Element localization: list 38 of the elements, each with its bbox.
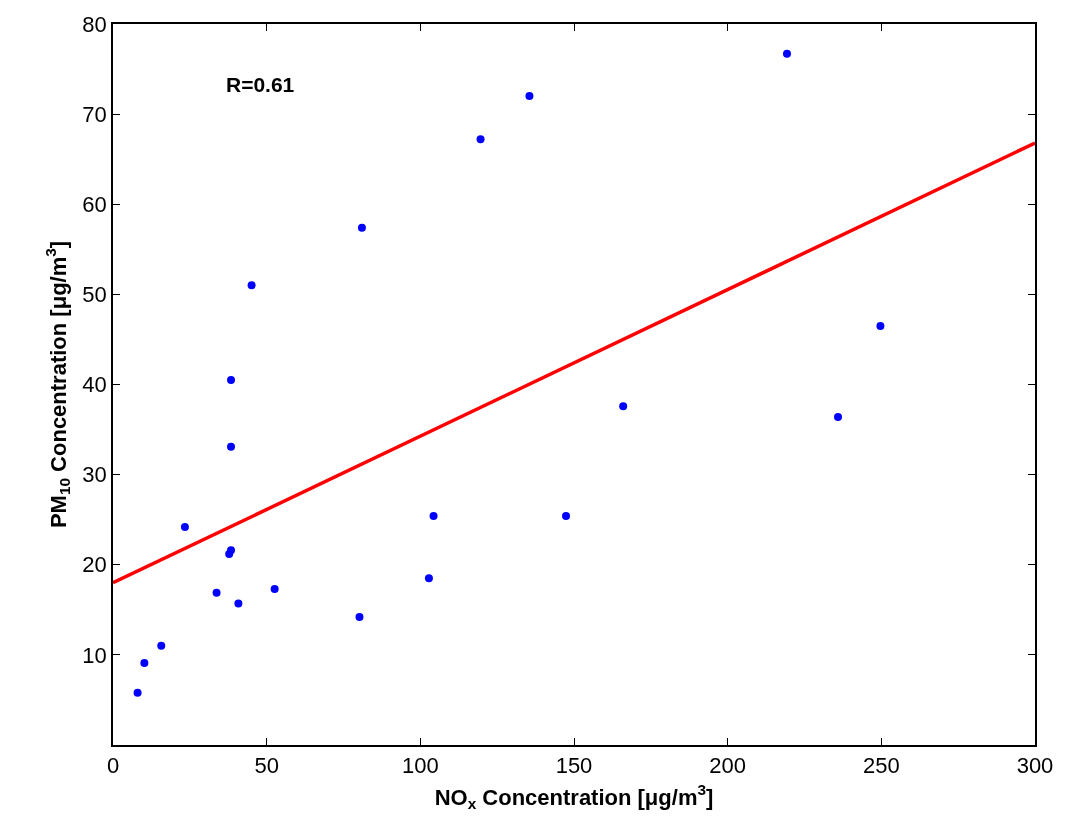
x-tick-label: 250 bbox=[862, 753, 900, 779]
point bbox=[476, 135, 485, 144]
point bbox=[834, 412, 842, 421]
y-tick-label: 30 bbox=[82, 462, 107, 488]
point bbox=[227, 375, 236, 384]
point bbox=[876, 321, 885, 330]
point bbox=[429, 512, 438, 521]
y-tick-label: 10 bbox=[82, 642, 107, 668]
point bbox=[357, 223, 366, 232]
point bbox=[180, 522, 189, 531]
y-tick-label: 70 bbox=[82, 101, 107, 127]
point bbox=[157, 641, 166, 650]
x-tick-label: 100 bbox=[401, 753, 439, 779]
point bbox=[424, 574, 433, 583]
y-tick-label: 20 bbox=[82, 552, 107, 578]
point bbox=[525, 92, 534, 101]
y-tick-label: 80 bbox=[82, 11, 107, 37]
annotation: R=0.61 bbox=[226, 73, 295, 96]
y-tick-label: 40 bbox=[82, 372, 107, 398]
x-tick-label: 200 bbox=[709, 753, 747, 779]
y-tick-label: 60 bbox=[82, 191, 107, 217]
point bbox=[247, 281, 256, 290]
point bbox=[355, 613, 364, 622]
point bbox=[140, 658, 149, 667]
point bbox=[619, 402, 628, 411]
point bbox=[562, 512, 571, 521]
point bbox=[227, 442, 236, 451]
x-tick-label: 150 bbox=[555, 753, 593, 779]
point bbox=[133, 688, 142, 697]
y-tick-label: 50 bbox=[82, 282, 107, 308]
x-tick-label: 0 bbox=[106, 753, 120, 779]
x-tick-label: 300 bbox=[1016, 753, 1054, 779]
point bbox=[234, 599, 243, 608]
x-tick-label: 50 bbox=[254, 753, 279, 779]
point bbox=[782, 49, 791, 58]
point bbox=[212, 588, 221, 597]
point bbox=[270, 585, 279, 594]
x-axis-title: NO$_{x}$ Concentration [μg/m$^{3}$] bbox=[434, 781, 714, 813]
